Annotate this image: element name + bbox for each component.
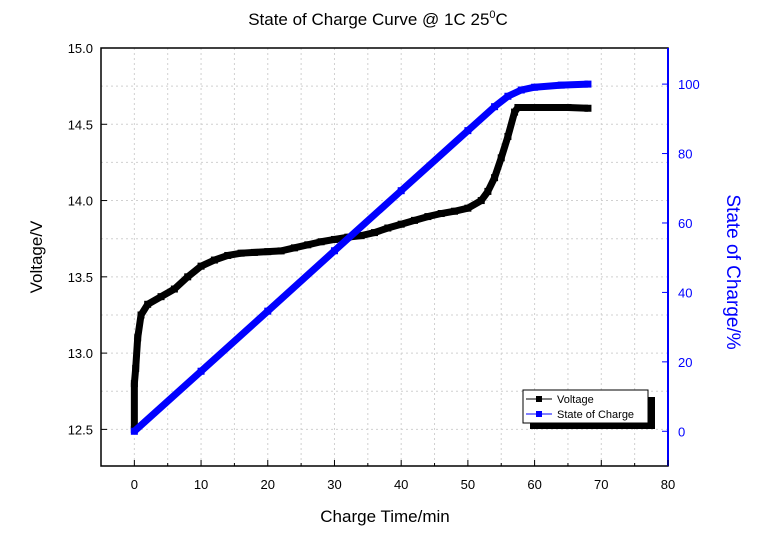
data-point-state-of-charge [584, 80, 592, 88]
data-point-voltage [250, 248, 258, 256]
data-point-voltage [384, 224, 392, 232]
y-axis-left-label: Voltage/V [27, 220, 46, 293]
data-point-voltage [157, 293, 165, 301]
data-point-voltage [497, 154, 505, 162]
series-line-state-of-charge [132, 80, 589, 434]
data-point-voltage [132, 364, 140, 372]
data-point-state-of-charge [197, 367, 205, 375]
data-point-voltage [484, 187, 492, 195]
data-point-state-of-charge [557, 81, 565, 89]
x-tick-label: 80 [661, 477, 675, 492]
data-point-voltage [504, 132, 512, 140]
data-point-voltage [514, 103, 522, 111]
ticks: 0 10 20 30 40 50 60 70 80 12.5 13.0 13.5 14.0 14.5 15.… [68, 41, 700, 492]
data-point-voltage [491, 174, 499, 182]
data-point-voltage [424, 213, 432, 221]
legend-soc-marker [536, 411, 542, 417]
y-right-tick-label: 40 [678, 285, 692, 300]
legend-voltage-label: Voltage [557, 394, 594, 406]
data-point-voltage [330, 235, 338, 243]
y-right-tick-label: 80 [678, 147, 692, 162]
legend-soc-label: State of Charge [557, 409, 634, 421]
data-point-voltage [451, 207, 459, 215]
data-point-voltage [584, 104, 592, 112]
data-point-state-of-charge [264, 307, 272, 315]
x-tick-label: 0 [131, 477, 138, 492]
data-point-state-of-charge [491, 103, 499, 111]
data-point-voltage [564, 103, 572, 111]
y-right-tick-label: 0 [678, 424, 685, 439]
series-line-voltage [130, 103, 589, 430]
data-point-voltage [237, 249, 245, 257]
legend-box [522, 389, 649, 424]
y-right-tick-label: 60 [678, 216, 692, 231]
x-tick-label: 50 [461, 477, 475, 492]
data-point-voltage [411, 216, 419, 224]
data-point-voltage [137, 311, 145, 319]
y-left-tick-label: 13.0 [68, 346, 93, 361]
legend: Voltage State of Charge [522, 389, 655, 429]
y-right-tick-label: 20 [678, 355, 692, 370]
data-point-voltage [317, 238, 325, 246]
y-left-tick-label: 14.5 [68, 117, 93, 132]
x-tick-label: 70 [594, 477, 608, 492]
data-point-voltage [531, 103, 539, 111]
x-tick-label: 60 [527, 477, 541, 492]
legend-voltage-marker [536, 396, 542, 402]
data-point-voltage [304, 241, 312, 249]
data-point-state-of-charge [531, 83, 539, 91]
data-point-voltage [511, 108, 519, 116]
data-point-voltage [197, 262, 205, 270]
data-point-voltage [134, 334, 142, 342]
y-axis-right-label: State of Charge/% [722, 194, 743, 349]
data-point-voltage [130, 380, 138, 388]
x-tick-label: 20 [261, 477, 275, 492]
data-point-voltage [264, 248, 272, 256]
data-point-voltage [370, 229, 378, 237]
data-point-voltage [210, 256, 218, 264]
x-axis-label: Charge Time/min [320, 507, 449, 526]
y-right-tick-label: 100 [678, 77, 700, 92]
data-point-state-of-charge [130, 427, 138, 435]
y-left-tick-label: 12.5 [68, 422, 93, 437]
x-tick-label: 40 [394, 477, 408, 492]
data-point-voltage [397, 220, 405, 228]
data-point-state-of-charge [330, 247, 338, 255]
data-point-voltage [464, 204, 472, 212]
y-left-tick-label: 15.0 [68, 41, 93, 56]
data-point-voltage [477, 197, 485, 205]
data-point-state-of-charge [504, 92, 512, 100]
y-left-tick-label: 14.0 [68, 194, 93, 209]
x-tick-label: 30 [327, 477, 341, 492]
chart-title: State of Charge Curve @ 1C 250C [248, 9, 508, 29]
series-layer [130, 80, 592, 435]
data-point-voltage [184, 273, 192, 281]
data-point-voltage [277, 247, 285, 255]
data-point-voltage [290, 244, 298, 252]
data-point-voltage [144, 300, 152, 308]
data-point-state-of-charge [464, 127, 472, 135]
data-point-state-of-charge [397, 187, 405, 195]
data-point-voltage [224, 251, 232, 259]
x-tick-label: 10 [194, 477, 208, 492]
y-left-tick-label: 13.5 [68, 270, 93, 285]
data-point-voltage [170, 285, 178, 293]
data-point-voltage [437, 210, 445, 218]
data-point-voltage [357, 232, 365, 240]
data-point-state-of-charge [517, 86, 525, 94]
